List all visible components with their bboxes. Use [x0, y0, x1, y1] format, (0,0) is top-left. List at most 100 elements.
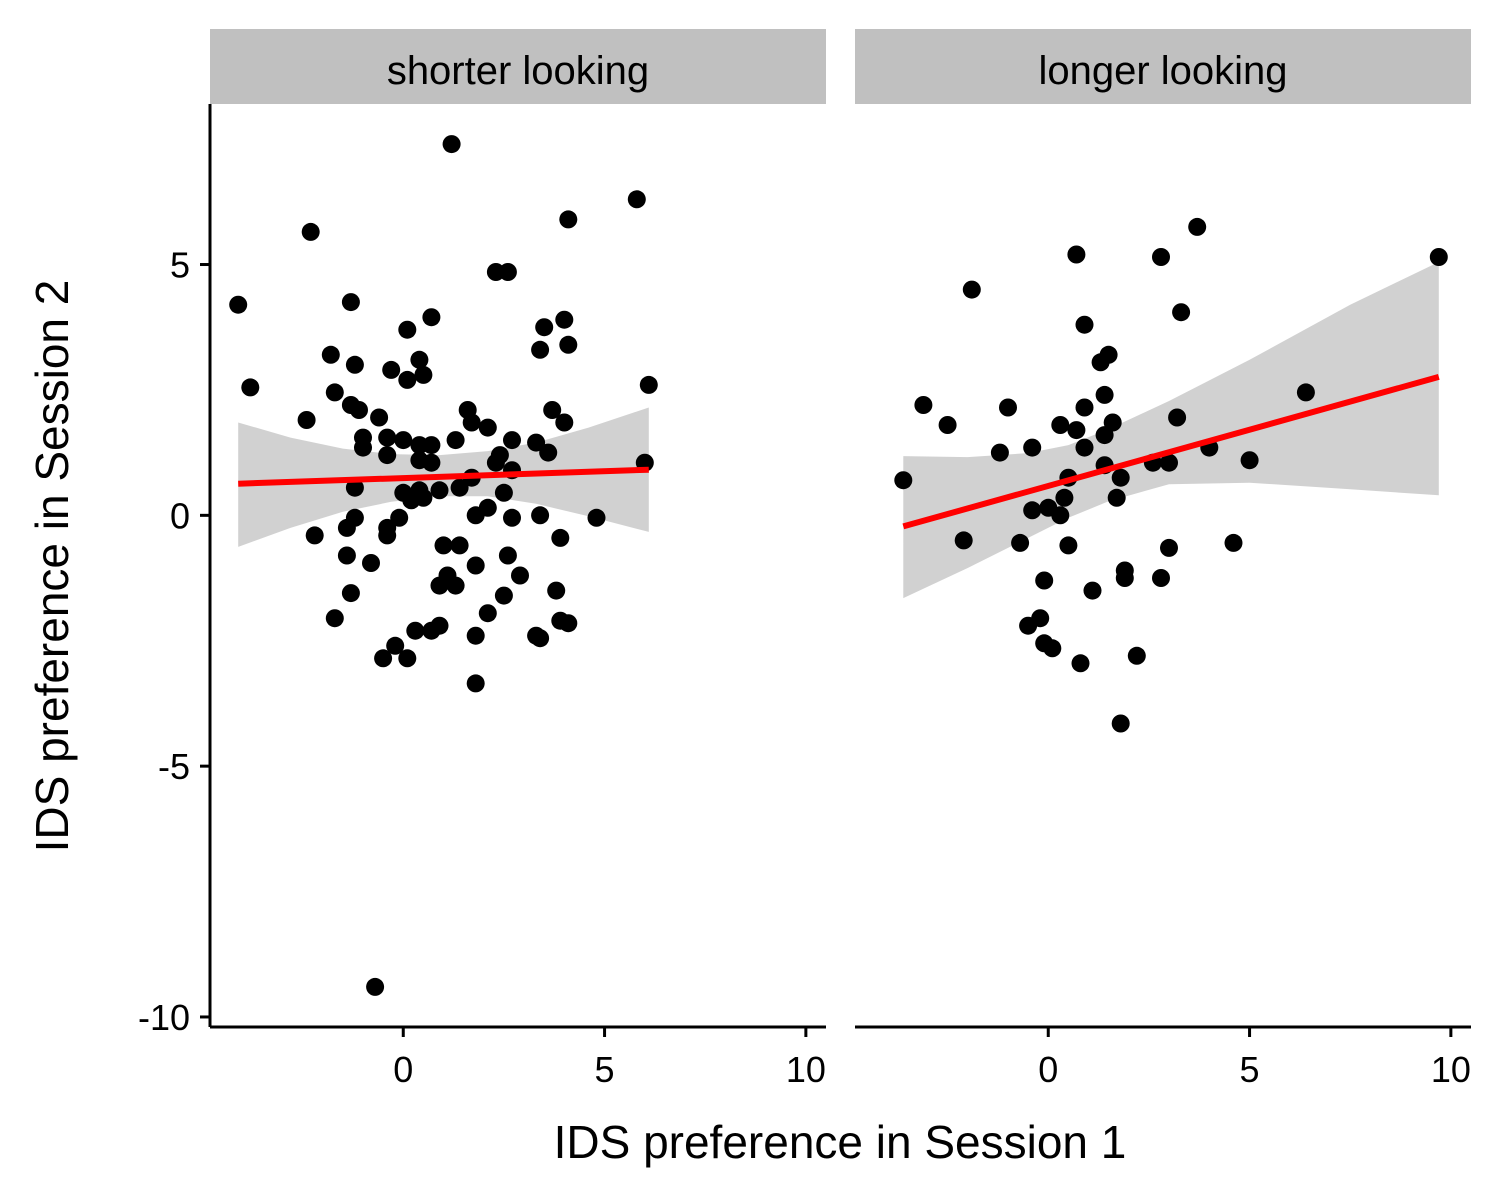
data-point: [394, 431, 413, 450]
data-point: [422, 308, 441, 327]
data-point: [1059, 536, 1078, 555]
data-point: [1051, 506, 1070, 525]
data-point: [374, 649, 393, 668]
data-point: [555, 310, 574, 329]
data-point: [301, 222, 320, 241]
data-point: [1035, 571, 1054, 590]
data-point: [350, 401, 368, 419]
data-point: [430, 481, 449, 500]
data-point: [494, 483, 513, 502]
data-point: [498, 263, 517, 281]
data-point: [430, 616, 449, 635]
data-point: [990, 443, 1009, 462]
data-point: [382, 360, 401, 379]
data-point: [378, 428, 397, 447]
data-point: [543, 401, 562, 419]
data-point: [531, 629, 550, 648]
data-point: [1224, 533, 1243, 552]
data-point: [1107, 488, 1126, 507]
data-point: [321, 345, 340, 364]
data-point: [446, 431, 465, 450]
data-point: [547, 581, 566, 600]
data-point: [341, 584, 360, 603]
strip-label-longer-looking: longer looking: [1038, 49, 1287, 93]
data-point: [1043, 639, 1062, 658]
strip-label-shorter-looking: shorter looking: [387, 49, 649, 93]
data-point: [1011, 533, 1030, 552]
data-point: [503, 431, 521, 450]
data-point: [450, 536, 469, 555]
data-point: [1160, 538, 1178, 557]
y-tick-label: -10: [138, 997, 190, 1038]
y-tick-label: 5: [170, 245, 190, 286]
data-point: [1023, 501, 1042, 520]
data-point: [1429, 248, 1448, 266]
data-point: [422, 436, 441, 455]
data-point: [466, 556, 485, 575]
data-point: [511, 566, 529, 585]
data-point: [398, 649, 417, 668]
data-point: [559, 614, 578, 633]
data-point: [498, 546, 517, 565]
data-point: [478, 604, 497, 623]
data-point: [1067, 245, 1086, 264]
strip-shorter-looking: [210, 29, 826, 104]
data-point: [466, 506, 485, 525]
data-point: [341, 293, 360, 312]
data-point: [1111, 714, 1130, 733]
data-point: [345, 355, 364, 374]
data-point: [1067, 421, 1086, 440]
data-point: [954, 531, 973, 550]
data-point: [1111, 468, 1130, 487]
data-point: [414, 488, 433, 507]
data-point: [462, 413, 481, 432]
data-point: [1168, 408, 1187, 427]
data-point: [1019, 616, 1038, 635]
data-point: [466, 674, 485, 693]
data-point: [345, 478, 364, 497]
data-point: [555, 413, 574, 432]
data-point: [398, 320, 417, 339]
data-point: [414, 365, 433, 384]
regression-line: [902, 374, 1440, 530]
data-point: [229, 295, 248, 314]
data-point: [478, 418, 497, 437]
data-point: [503, 508, 521, 527]
data-point: [894, 471, 913, 490]
fit-line-layer: [902, 374, 1440, 530]
data-point: [337, 518, 356, 537]
regression-line: [238, 466, 649, 487]
data-point: [466, 626, 485, 645]
data-point: [1051, 416, 1070, 434]
data-point: [627, 190, 646, 209]
x-tick-label: 5: [595, 1049, 615, 1090]
data-point: [390, 508, 409, 527]
data-point: [325, 383, 344, 402]
data-point: [434, 536, 453, 555]
data-point: [1075, 438, 1094, 457]
data-point: [1083, 581, 1102, 600]
data-point: [587, 508, 606, 527]
data-point: [446, 576, 465, 595]
data-point: [1091, 353, 1110, 372]
data-point: [1055, 488, 1074, 507]
y-axis-title: IDS preference in Session 2: [26, 280, 78, 853]
data-point: [410, 350, 429, 369]
data-point: [539, 443, 558, 462]
data-point: [1127, 646, 1146, 665]
data-point: [442, 135, 461, 154]
data-point: [1075, 398, 1094, 417]
y-tick-label: 0: [170, 495, 190, 536]
x-axis-longer-looking: 0 5 10: [855, 1025, 1471, 1090]
data-point: [527, 433, 546, 452]
data-point: [430, 576, 449, 595]
data-point: [378, 526, 397, 545]
data-point: [914, 396, 933, 414]
data-point: [325, 609, 344, 628]
data-point: [559, 335, 578, 354]
data-point: [305, 526, 324, 545]
data-point: [241, 378, 260, 397]
data-point: [450, 478, 469, 497]
points-layer: [229, 135, 658, 996]
